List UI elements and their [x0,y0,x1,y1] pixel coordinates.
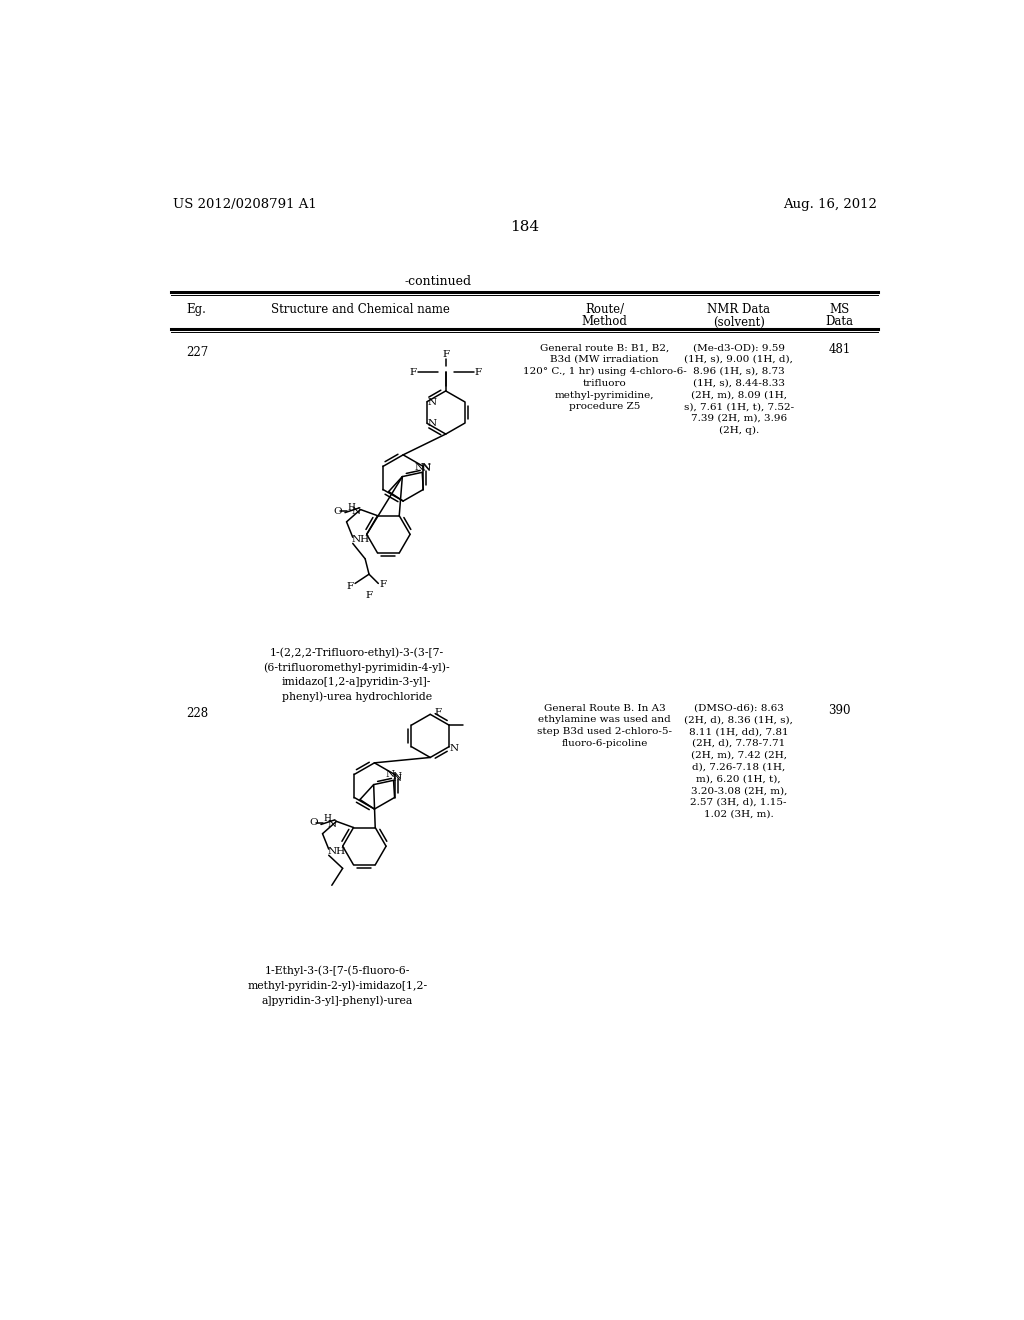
Text: NH: NH [351,535,370,544]
Text: NMR Data: NMR Data [708,304,770,317]
Text: 227: 227 [186,346,208,359]
Text: N: N [450,743,459,752]
Text: H: H [324,814,331,822]
Text: General route B: B1, B2,
B3d (MW irradiation
120° C., 1 hr) using 4-chloro-6-
tr: General route B: B1, B2, B3d (MW irradia… [522,343,686,412]
Text: N: N [428,418,437,428]
Text: MS: MS [829,304,850,317]
Text: Structure and Chemical name: Structure and Chemical name [271,304,450,317]
Text: F: F [380,581,386,590]
Text: NH: NH [328,847,345,855]
Text: O: O [333,507,342,516]
Text: 390: 390 [828,704,851,717]
Text: N: N [421,465,430,473]
Text: (solvent): (solvent) [713,315,765,329]
Text: US 2012/0208791 A1: US 2012/0208791 A1 [173,198,316,211]
Text: 228: 228 [186,706,208,719]
Text: N: N [385,771,394,779]
Text: F: F [410,368,417,378]
Text: (DMSO-d6): 8.63
(2H, d), 8.36 (1H, s),
8.11 (1H, dd), 7.81
(2H, d), 7.78-7.71
(2: (DMSO-d6): 8.63 (2H, d), 8.36 (1H, s), 8… [684,704,794,818]
Text: F: F [434,708,441,717]
Text: N: N [428,399,437,407]
Text: N: N [392,774,401,783]
Text: Data: Data [825,315,853,329]
Text: F: F [366,591,373,601]
Text: Route/: Route/ [585,304,625,317]
Text: F: F [347,582,354,591]
Text: N: N [351,507,360,516]
Text: 184: 184 [510,220,540,234]
Text: N: N [421,463,430,473]
Text: 1-(2,2,2-Trifluoro-ethyl)-3-(3-[7-
(6-trifluoromethyl-pyrimidin-4-yl)-
imidazo[1: 1-(2,2,2-Trifluoro-ethyl)-3-(3-[7- (6-tr… [263,647,450,702]
Text: N: N [328,820,336,829]
Text: N: N [392,772,401,781]
Text: 1-Ethyl-3-(3-[7-(5-fluoro-6-
methyl-pyridin-2-yl)-imidazo[1,2-
a]pyridin-3-yl]-p: 1-Ethyl-3-(3-[7-(5-fluoro-6- methyl-pyri… [247,965,427,1006]
Text: F: F [442,350,450,359]
Text: H: H [347,503,355,512]
Text: General Route B. In A3
ethylamine was used and
step B3d used 2-chloro-5-
fluoro-: General Route B. In A3 ethylamine was us… [538,704,672,748]
Text: Aug. 16, 2012: Aug. 16, 2012 [782,198,877,211]
Text: Eg.: Eg. [186,304,206,317]
Text: O: O [309,818,317,828]
Text: 481: 481 [828,343,851,356]
Text: F: F [475,368,482,378]
Text: -continued: -continued [404,276,472,289]
Text: N: N [415,463,424,473]
Text: Method: Method [582,315,628,329]
Text: (Me-d3-OD): 9.59
(1H, s), 9.00 (1H, d),
8.96 (1H, s), 8.73
(1H, s), 8.44-8.33
(2: (Me-d3-OD): 9.59 (1H, s), 9.00 (1H, d), … [684,343,794,436]
